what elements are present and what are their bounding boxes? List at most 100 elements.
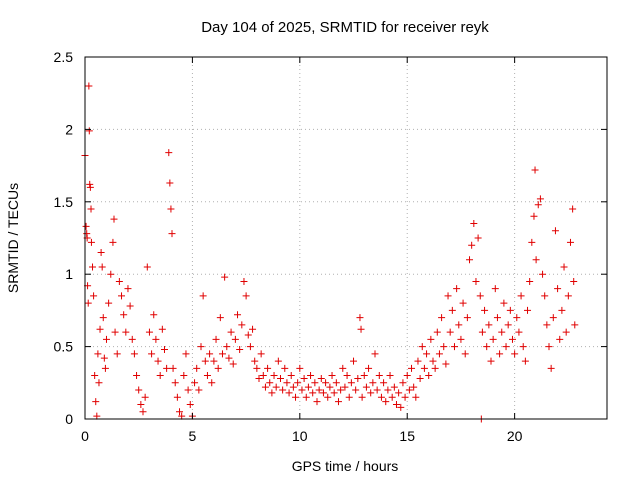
data-point (352, 386, 360, 394)
data-point (251, 357, 259, 365)
data-point (137, 401, 145, 409)
data-point (531, 166, 539, 174)
grid-layer (85, 57, 607, 419)
data-point (317, 374, 325, 382)
data-point (152, 335, 160, 343)
data-point (373, 386, 381, 394)
x-tick-label: 10 (292, 428, 308, 444)
data-point (435, 350, 443, 358)
data-point (358, 393, 366, 401)
data-point (122, 328, 130, 336)
data-point (438, 314, 446, 322)
data-point (530, 212, 538, 220)
data-point (165, 149, 173, 157)
data-point (511, 350, 519, 358)
data-point (259, 372, 267, 380)
data-point (470, 220, 478, 228)
data-point (513, 314, 521, 322)
data-point (184, 386, 192, 394)
data-point (89, 263, 97, 271)
y-tick-label: 0 (65, 411, 73, 427)
data-point (532, 256, 540, 264)
data-point (489, 335, 497, 343)
data-point (410, 383, 418, 391)
data-point (521, 357, 529, 365)
data-point (414, 357, 422, 365)
data-point (130, 350, 138, 358)
data-point (551, 227, 559, 235)
data-point (95, 379, 103, 387)
x-tick-label: 5 (189, 428, 197, 444)
data-point (276, 374, 284, 382)
data-point (397, 403, 405, 411)
data-point (300, 374, 308, 382)
data-point (319, 389, 327, 397)
data-point (107, 270, 115, 278)
data-point (403, 372, 411, 380)
data-points (81, 82, 579, 423)
data-point (113, 350, 121, 358)
data-point (339, 364, 347, 372)
data-point (554, 285, 562, 293)
data-point (420, 364, 428, 372)
data-point (418, 343, 426, 351)
data-point (354, 374, 362, 382)
data-point (266, 379, 274, 387)
data-point (93, 412, 101, 420)
data-point (218, 350, 226, 358)
data-point (433, 328, 441, 336)
data-point (100, 354, 108, 362)
data-point (191, 379, 199, 387)
data-point (528, 238, 536, 246)
data-point (160, 345, 168, 353)
data-point (347, 379, 355, 387)
data-point (178, 412, 186, 420)
data-point (345, 393, 353, 401)
chart-title: Day 104 of 2025, SRMTID for receiver rey… (201, 19, 489, 36)
data-point (461, 350, 469, 358)
data-point (86, 183, 94, 191)
data-point (425, 372, 433, 380)
data-point (296, 364, 304, 372)
data-point (128, 335, 136, 343)
data-point (285, 389, 293, 397)
data-point (90, 292, 98, 300)
data-point (203, 372, 211, 380)
data-point (302, 393, 310, 401)
ticks-layer (84, 56, 607, 420)
data-point (357, 325, 365, 333)
data-point (214, 364, 222, 372)
data-point (270, 372, 278, 380)
data-point (292, 393, 300, 401)
data-point (506, 306, 514, 314)
data-point (98, 263, 106, 271)
data-point (466, 256, 474, 264)
data-point (498, 328, 506, 336)
y-tick-label: 0.5 (54, 339, 74, 355)
data-point (442, 360, 450, 368)
data-point (508, 335, 516, 343)
data-point (126, 302, 134, 310)
data-point (238, 321, 246, 329)
data-point (547, 364, 555, 372)
data-point (169, 364, 177, 372)
data-point (459, 299, 467, 307)
data-point (272, 383, 280, 391)
data-point (536, 195, 544, 203)
data-point (478, 328, 486, 336)
data-point (369, 379, 377, 387)
data-point (236, 345, 244, 353)
data-point (84, 299, 92, 307)
data-point (158, 325, 166, 333)
data-point (242, 292, 250, 300)
data-point (367, 389, 375, 397)
data-point (324, 393, 332, 401)
data-point (496, 350, 504, 358)
data-point (328, 372, 336, 380)
data-point (500, 299, 508, 307)
data-point (281, 364, 289, 372)
x-axis-label: GPS time / hours (292, 458, 399, 474)
data-point (388, 393, 396, 401)
data-point (274, 357, 282, 365)
data-point (427, 335, 435, 343)
